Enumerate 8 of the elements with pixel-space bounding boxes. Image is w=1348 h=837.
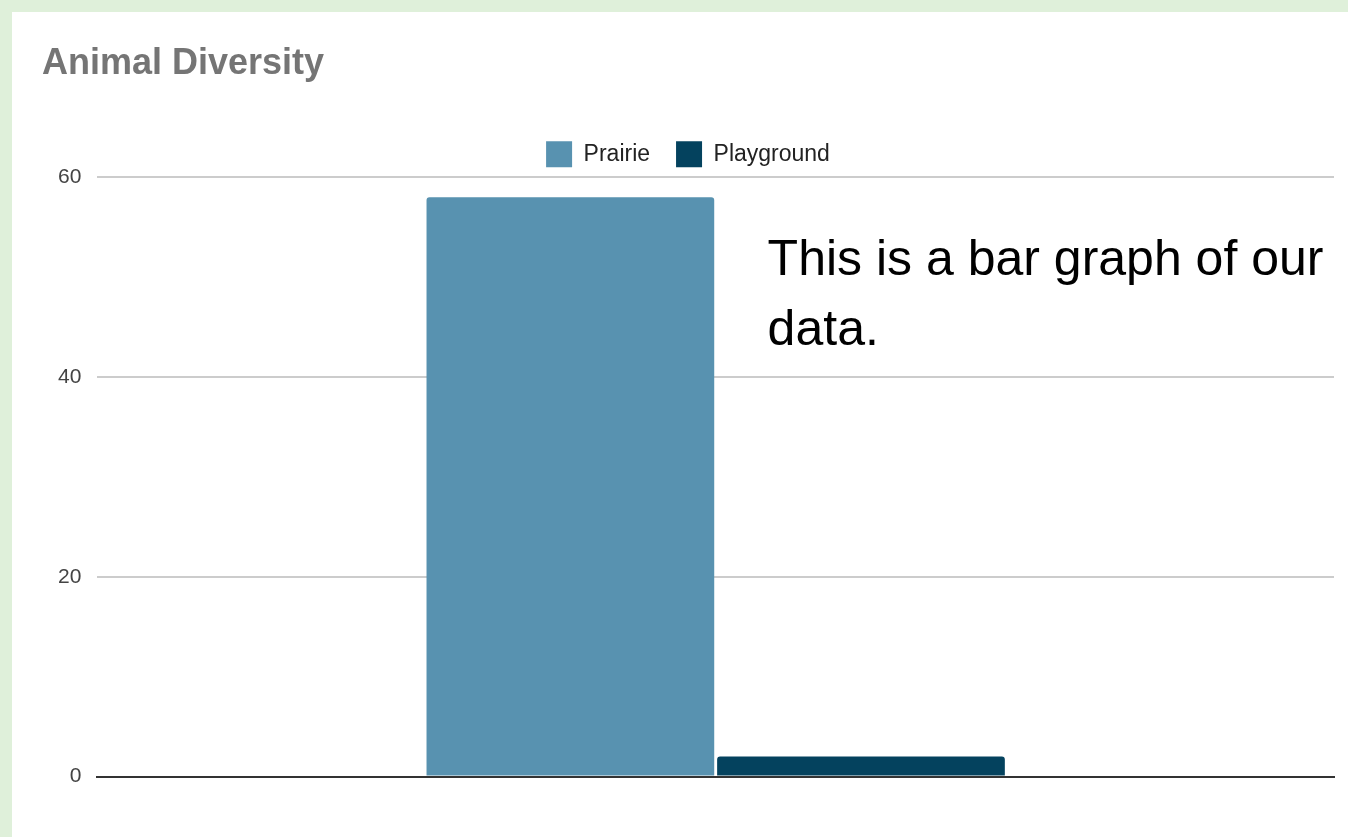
y-tick-label: 60 xyxy=(58,164,82,187)
legend-label: Prairie xyxy=(583,139,651,166)
annotation: This is a bar graph of our data. xyxy=(767,230,1324,357)
y-tick-label: 40 xyxy=(58,363,82,387)
chart-title: Animal Diversity xyxy=(42,40,325,82)
legend-label: Playground xyxy=(713,139,830,166)
y-tick-label: 20 xyxy=(58,563,82,587)
y-tick-label: 0 xyxy=(69,763,82,787)
